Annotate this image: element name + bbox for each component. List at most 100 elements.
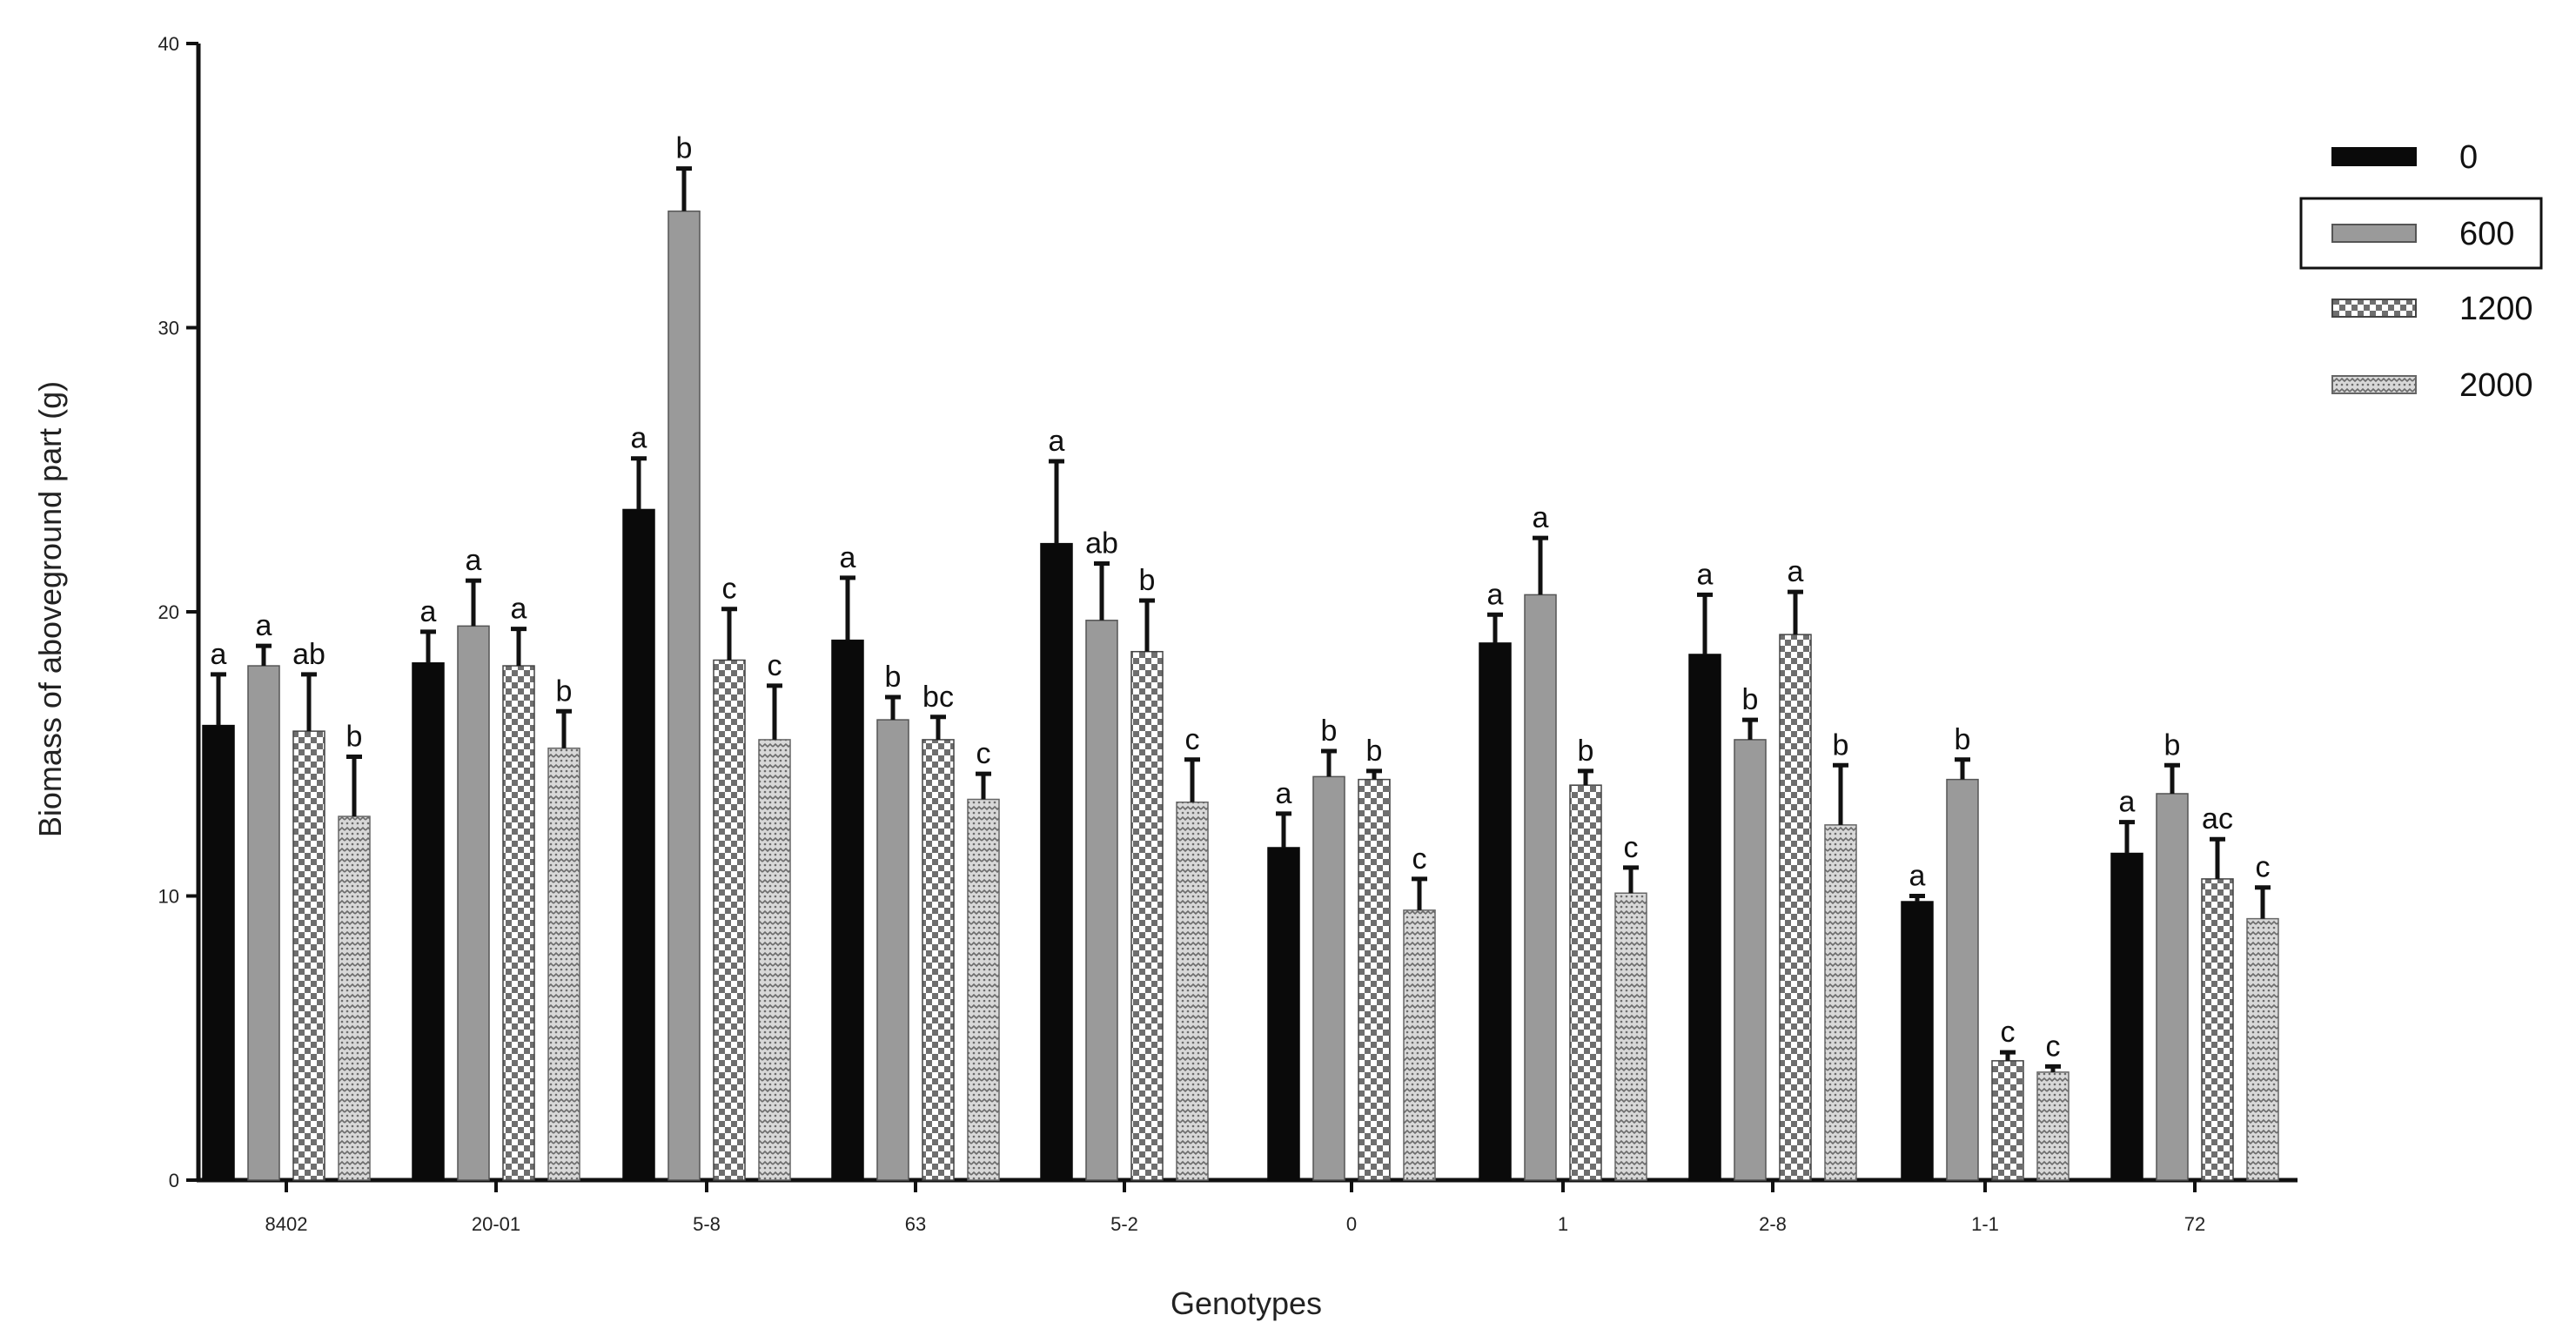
legend-item-2000: 2000 xyxy=(2331,367,2533,404)
legend-label: 2000 xyxy=(2459,367,2533,404)
significance-label: a xyxy=(256,609,272,642)
legend-label: 0 xyxy=(2459,139,2478,176)
significance-label: ab xyxy=(292,638,325,671)
x-tick-label: 8402 xyxy=(265,1213,308,1235)
significance-label: b xyxy=(1139,564,1156,597)
significance-label: b xyxy=(556,674,573,708)
significance-label: a xyxy=(2119,786,2136,819)
bar-1200-2-8 xyxy=(1779,634,1812,1181)
legend: 0 600 1200 2000 xyxy=(2299,139,2543,404)
bar-600-20-01 xyxy=(457,625,490,1181)
bar-1200-1-1 xyxy=(1991,1060,2024,1181)
bar-0-1-1 xyxy=(1901,901,1934,1181)
x-tick-label: 72 xyxy=(2184,1213,2205,1235)
significance-label: c xyxy=(2256,851,2271,884)
x-axis-title: Genotypes xyxy=(1171,1285,1322,1321)
bar-0-72 xyxy=(2110,852,2143,1181)
bar-600-72 xyxy=(2156,793,2189,1181)
significance-label: c xyxy=(976,737,991,770)
y-tick-label: 0 xyxy=(169,1170,179,1191)
bar-2000-1-1 xyxy=(2036,1071,2070,1181)
bar-1200-5-2 xyxy=(1130,650,1164,1181)
x-tick-label: 20-01 xyxy=(472,1213,520,1235)
bar-600-1 xyxy=(1524,594,1557,1181)
bar-2000-72 xyxy=(2246,917,2279,1181)
significance-label: c xyxy=(2001,1016,2016,1049)
significance-label: ac xyxy=(2202,802,2233,835)
significance-label: ab xyxy=(1085,527,1118,560)
x-tick-label: 1-1 xyxy=(1971,1213,1999,1235)
significance-label: b xyxy=(346,721,363,754)
significance-label: c xyxy=(768,649,782,682)
bar-1200-63 xyxy=(922,739,955,1181)
significance-label: a xyxy=(466,544,482,577)
bar-2000-1 xyxy=(1614,892,1647,1181)
bar-1200-0 xyxy=(1358,778,1391,1181)
bar-600-2-8 xyxy=(1734,739,1767,1181)
significance-label: b xyxy=(1366,735,1383,768)
significance-label: a xyxy=(211,638,227,671)
bar-0-5-8 xyxy=(622,508,655,1181)
bar-2000-20-01 xyxy=(547,747,580,1181)
significance-label: a xyxy=(840,541,856,574)
significance-label: b xyxy=(1833,728,1849,762)
bar-2000-5-8 xyxy=(758,739,791,1181)
bar-1200-8402 xyxy=(292,730,325,1181)
y-axis-title: Biomass of aboveground part (g) xyxy=(32,381,68,837)
significance-label: b xyxy=(676,132,693,165)
significance-label: a xyxy=(1533,501,1549,534)
y-tick-label: 10 xyxy=(158,886,179,908)
significance-label: a xyxy=(420,595,437,628)
legend-item-0: 0 xyxy=(2331,139,2478,176)
x-tick-label: 1 xyxy=(1558,1213,1568,1235)
significance-label: a xyxy=(631,422,647,455)
bar-600-5-8 xyxy=(667,210,701,1181)
legend-item-1200: 1200 xyxy=(2331,291,2533,327)
bar-1200-20-01 xyxy=(502,665,535,1181)
x-tick-label: 0 xyxy=(1346,1213,1357,1235)
bar-0-2-8 xyxy=(1688,654,1721,1181)
significance-label: b xyxy=(885,661,902,694)
bar-0-1 xyxy=(1479,642,1512,1181)
legend-swatch xyxy=(2331,375,2417,394)
legend-swatch xyxy=(2331,299,2417,318)
bar-2000-2-8 xyxy=(1824,824,1857,1181)
bar-600-63 xyxy=(876,719,909,1181)
bar-1200-5-8 xyxy=(713,659,746,1181)
legend-item-600: 600 xyxy=(2331,216,2514,252)
y-ticks: 0 10 20 30 40 xyxy=(158,33,198,1191)
legend-swatch xyxy=(2331,224,2417,243)
significance-label: bc xyxy=(922,681,954,714)
bar-600-1-1 xyxy=(1946,778,1979,1181)
significance-label: c xyxy=(2046,1030,2061,1063)
significance-label: a xyxy=(511,593,527,626)
significance-label: a xyxy=(1487,578,1504,611)
significance-label: b xyxy=(1578,735,1594,768)
bar-2000-63 xyxy=(967,798,1000,1181)
bar-2000-0 xyxy=(1403,909,1436,1181)
significance-label: c xyxy=(1412,842,1427,876)
significance-label: b xyxy=(2164,728,2181,762)
bar-0-5-2 xyxy=(1040,542,1073,1181)
significance-label: a xyxy=(1276,777,1292,810)
y-tick-label: 30 xyxy=(158,318,179,339)
bar-600-8402 xyxy=(247,665,280,1181)
significance-label: c xyxy=(722,573,737,606)
bar-0-63 xyxy=(831,639,864,1181)
x-ticks: 8402 20-01 5-8 63 5-2 0 1 2-8 1-1 72 xyxy=(265,1180,2205,1235)
bar-1200-72 xyxy=(2201,878,2234,1181)
x-tick-label: 5-8 xyxy=(693,1213,721,1235)
significance-label: c xyxy=(1624,831,1639,864)
legend-label: 600 xyxy=(2459,216,2514,252)
significance-label: a xyxy=(1788,555,1804,588)
significance-label: a xyxy=(1697,558,1714,591)
bar-0-0 xyxy=(1267,847,1300,1181)
bar-2000-8402 xyxy=(338,815,371,1181)
legend-label: 1200 xyxy=(2459,291,2533,327)
significance-label: b xyxy=(1955,723,1971,756)
legend-highlight-box xyxy=(2299,197,2543,270)
x-tick-label: 63 xyxy=(905,1213,926,1235)
bar-600-5-2 xyxy=(1085,620,1118,1181)
